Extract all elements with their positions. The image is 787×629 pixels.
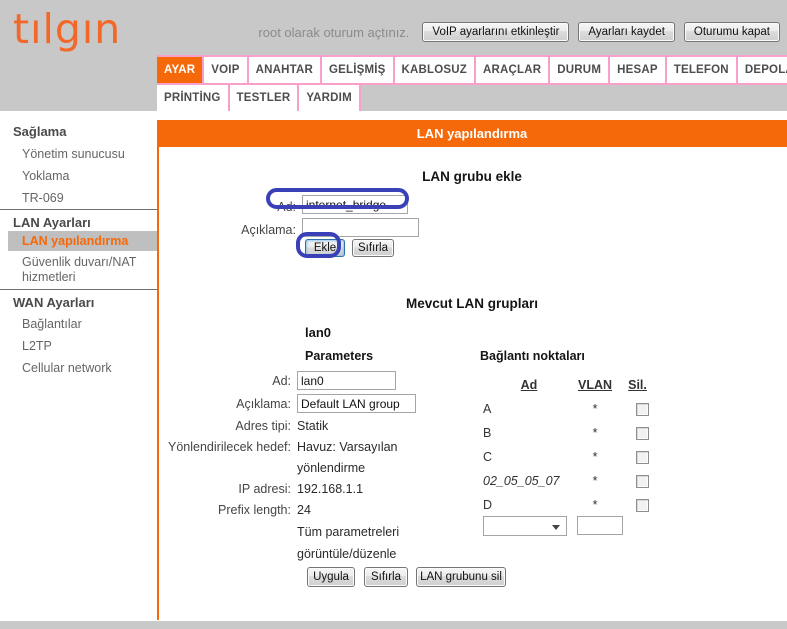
tab-printing[interactable]: PRİNTİNG [157, 85, 230, 111]
name-label: Ad: [277, 200, 296, 214]
param-description-label: Açıklama: [236, 396, 291, 411]
ports-column-name[interactable]: Ad [520, 377, 538, 392]
tab-telefon[interactable]: TELEFON [667, 57, 738, 83]
parameters-form: Ad: Açıklama: Adres tipi: Statik Yönlend… [157, 369, 457, 565]
tab-anahtar[interactable]: ANAHTAR [249, 57, 322, 83]
enable-voip-settings-button[interactable]: VoIP ayarlarını etkinleştir [422, 22, 570, 42]
sidebar-item-yoklama[interactable]: Yoklama [22, 169, 70, 183]
reset-button-top[interactable]: Sıfırla [352, 239, 394, 257]
tab-depolama[interactable]: DEPOLAMA [738, 57, 787, 83]
delete-port-checkbox[interactable] [636, 426, 649, 440]
tab-durum[interactable]: DURUM [550, 57, 611, 83]
tab-testler[interactable]: TESTLER [230, 85, 300, 111]
param-name-input[interactable] [297, 371, 396, 390]
tab-kablosuz[interactable]: KABLOSUZ [395, 57, 477, 83]
tilgin-logo: tılgın [13, 5, 122, 53]
tab-voip[interactable]: VOIP [204, 57, 249, 83]
content-divider [157, 120, 159, 620]
port-row-vlan: * [592, 402, 598, 416]
port-row-name: B [483, 426, 492, 440]
apply-button[interactable]: Uygula [307, 567, 355, 587]
sidebar-item-l2tp[interactable]: L2TP [22, 339, 52, 353]
param-address-type-value: Statik [297, 418, 329, 433]
existing-groups-heading: Mevcut LAN grupları [405, 296, 538, 311]
port-row-vlan: * [592, 450, 598, 464]
ports-column-delete[interactable]: Sil. [628, 377, 647, 392]
group-name-heading: lan0 [305, 325, 332, 340]
add-group-heading: LAN grubu ekle [422, 169, 522, 184]
chevron-down-icon [552, 525, 560, 530]
group-name-input[interactable] [302, 195, 408, 214]
reset-button-bottom[interactable]: Sıfırla [364, 567, 408, 587]
nav-tab-row-2: PRİNTİNG TESTLER YARDIM [157, 85, 361, 111]
tab-hesap[interactable]: HESAP [610, 57, 667, 83]
tab-gelismis[interactable]: GELİŞMİŞ [322, 57, 395, 83]
sidebar-divider [0, 209, 157, 210]
sidebar: Sağlama Yönetim sunucusu Yoklama TR-069 … [0, 111, 157, 621]
param-prefix-length-value: 24 [297, 502, 311, 517]
delete-port-checkbox[interactable] [636, 474, 649, 488]
param-route-target-value-line2: yönlendirme [297, 460, 366, 475]
group-description-input[interactable] [302, 218, 419, 237]
port-row-vlan: * [592, 426, 598, 440]
view-edit-all-parameters-link-line2[interactable]: görüntüle/düzenle [297, 547, 397, 561]
param-address-type-label: Adres tipi: [235, 418, 291, 433]
nav-tab-row-1: AYAR VOIP ANAHTAR GELİŞMİŞ KABLOSUZ ARAÇ… [157, 55, 787, 85]
view-edit-all-parameters-link-line1[interactable]: Tüm parametreleri [297, 525, 400, 539]
port-row-vlan: * [592, 474, 598, 488]
port-row-vlan: * [592, 498, 598, 512]
delete-lan-group-button[interactable]: LAN grubunu sil [416, 567, 506, 587]
ports-table: Ad VLAN Sil. A * B * C * 02_05_05_07 * D… [483, 372, 660, 517]
param-prefix-length-label: Prefix length: [218, 502, 291, 517]
port-row-name: A [483, 402, 492, 416]
header-actions: root olarak oturum açtınız. VoIP ayarlar… [258, 22, 780, 42]
port-row-name: D [483, 498, 493, 512]
ports-column-vlan[interactable]: VLAN [577, 377, 613, 392]
description-label: Açıklama: [241, 223, 296, 237]
tab-yardim[interactable]: YARDIM [299, 85, 361, 111]
logout-button[interactable]: Oturumu kapat [683, 22, 780, 42]
port-row-name: 02_05_05_07 [483, 474, 560, 488]
sidebar-item-lan-yapilandirma-selected[interactable]: LAN yapılandırma [8, 231, 157, 251]
param-ip-address-label: IP adresi: [238, 481, 291, 496]
param-route-target-value: Havuz: Varsayılan [297, 439, 398, 454]
login-status-text: root olarak oturum açtınız. [258, 24, 410, 40]
param-ip-address-value: 192.168.1.1 [297, 481, 364, 496]
ports-heading: Bağlantı noktaları [480, 349, 585, 363]
port-row-name: C [483, 450, 493, 464]
new-port-select[interactable] [483, 516, 567, 536]
tab-araclar[interactable]: ARAÇLAR [476, 57, 551, 83]
delete-port-checkbox[interactable] [636, 450, 649, 464]
sidebar-item-yonetim-sunucusu[interactable]: Yönetim sunucusu [22, 147, 125, 161]
param-name-label: Ad: [272, 373, 291, 388]
sidebar-item-tr-069[interactable]: TR-069 [22, 191, 64, 205]
sidebar-item-guvenlik-duvari-nat[interactable]: Güvenlik duvarı/NAT hizmetleri [22, 255, 137, 284]
delete-port-checkbox[interactable] [636, 402, 649, 416]
sidebar-section-saglama: Sağlama [13, 124, 67, 139]
sidebar-item-baglantilar[interactable]: Bağlantılar [22, 317, 82, 331]
save-settings-button[interactable]: Ayarları kaydet [578, 22, 675, 42]
sidebar-divider [0, 289, 157, 290]
add-button[interactable]: Ekle [305, 239, 345, 257]
page-title: LAN yapılandırma [157, 120, 787, 147]
parameters-heading: Parameters [305, 349, 374, 363]
footer-bar [0, 621, 787, 629]
new-port-vlan-input[interactable] [577, 516, 623, 535]
sidebar-section-wan-ayarlari: WAN Ayarları [13, 295, 95, 310]
param-description-input[interactable] [297, 394, 416, 413]
sidebar-item-cellular-network[interactable]: Cellular network [22, 361, 112, 375]
tab-ayar[interactable]: AYAR [157, 57, 205, 83]
delete-port-checkbox[interactable] [636, 498, 649, 512]
param-route-target-label: Yönlendirilecek hedef: [168, 439, 291, 454]
sidebar-section-lan-ayarlari: LAN Ayarları [13, 215, 91, 230]
